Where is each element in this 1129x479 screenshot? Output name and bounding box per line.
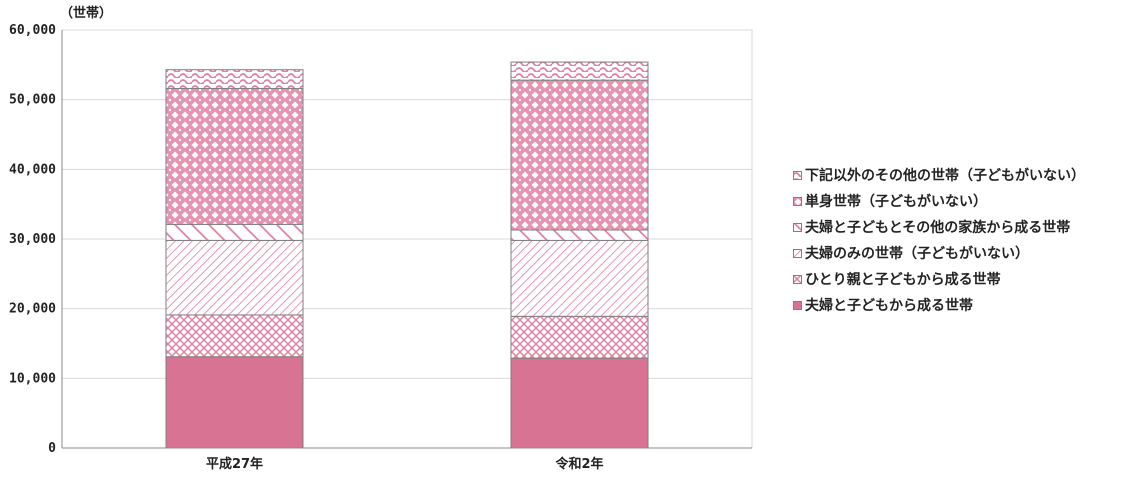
legend-swatch bbox=[793, 300, 802, 310]
y-tick-label: 60,000 bbox=[9, 23, 56, 38]
bar-segment bbox=[510, 61, 649, 81]
legend-item: 夫婦と子どもから成る世帯 bbox=[793, 294, 1085, 316]
legend-label: 夫婦と子どもとその他の家族から成る世帯 bbox=[805, 220, 1071, 236]
y-tick-label: 10,000 bbox=[9, 371, 56, 386]
bar-segment bbox=[510, 239, 649, 317]
y-tick-label: 30,000 bbox=[9, 232, 56, 247]
bar-segment bbox=[165, 314, 304, 358]
legend-item: 夫婦のみの世帯（子どもがいない） bbox=[793, 242, 1085, 264]
y-tick-label: 50,000 bbox=[9, 93, 56, 108]
bar-stacks bbox=[165, 61, 649, 449]
legend-label: 下記以外のその他の世帯（子どもがいない） bbox=[805, 168, 1085, 184]
legend-item: ひとり親と子どもから成る世帯 bbox=[793, 268, 1085, 290]
bar-segment bbox=[510, 315, 649, 359]
bar-segment bbox=[510, 229, 649, 241]
bar-segment bbox=[165, 88, 304, 225]
legend-swatch bbox=[793, 196, 802, 206]
legend-item: 単身世帯（子どもがいない） bbox=[793, 190, 1085, 212]
y-tick-label: 20,000 bbox=[9, 302, 56, 317]
legend-label: 夫婦と子どもから成る世帯 bbox=[805, 298, 973, 314]
legend-label: ひとり親と子どもから成る世帯 bbox=[805, 272, 1001, 288]
legend-item: 夫婦と子どもとその他の家族から成る世帯 bbox=[793, 216, 1085, 238]
legend: 下記以外のその他の世帯（子どもがいない） 単身世帯（子どもがいない） 夫婦と子どもと… bbox=[793, 164, 1085, 320]
legend-item: 下記以外のその他の世帯（子どもがいない） bbox=[793, 164, 1085, 186]
x-category-label: 平成27年 bbox=[206, 456, 263, 472]
legend-swatch bbox=[793, 274, 802, 284]
bar-segment bbox=[510, 357, 649, 449]
legend-swatch bbox=[793, 222, 802, 232]
bar-segment bbox=[165, 69, 304, 90]
bar-segment bbox=[165, 356, 304, 449]
y-tick-label: 0 bbox=[48, 441, 56, 456]
bar-segment bbox=[165, 239, 304, 316]
x-axis: 平成27年 令和2年 bbox=[62, 447, 752, 472]
legend-label: 単身世帯（子どもがいない） bbox=[805, 194, 987, 210]
bar-segment bbox=[165, 223, 304, 241]
y-axis: 0 10,000 20,000 30,000 40,000 50,000 60,000 bbox=[9, 23, 63, 456]
legend-label: 夫婦のみの世帯（子どもがいない） bbox=[805, 246, 1029, 262]
y-tick-label: 40,000 bbox=[9, 162, 56, 177]
y-unit-label: （世帯） bbox=[60, 5, 112, 21]
x-category-label: 令和2年 bbox=[555, 456, 603, 472]
bar-segment bbox=[510, 79, 649, 231]
legend-swatch bbox=[793, 170, 802, 180]
legend-swatch bbox=[793, 248, 802, 258]
